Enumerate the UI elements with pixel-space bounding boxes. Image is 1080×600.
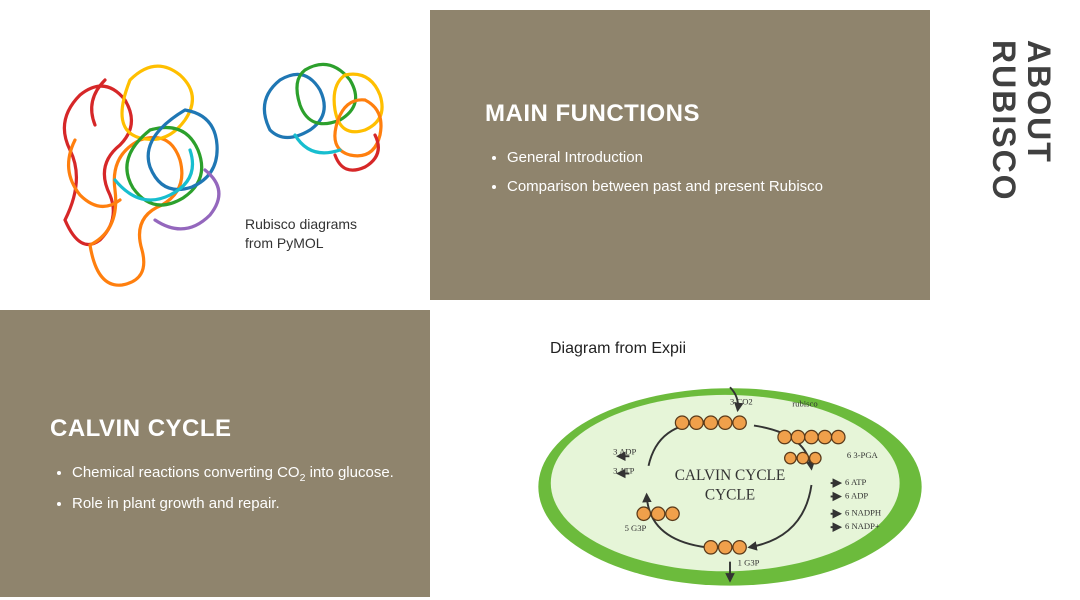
main-functions-heading: MAIN FUNCTIONS [485,100,880,128]
quadrant-top-right: MAIN FUNCTIONS General Introduction Comp… [430,10,930,300]
main-functions-list: General Introduction Comparison between … [485,146,880,199]
quadrant-bottom-left: CALVIN CYCLE Chemical reactions converti… [0,310,430,597]
side-title-line2: RUBISCO [986,40,1022,202]
svg-text:3 CO2: 3 CO2 [730,397,753,407]
quadrant-top-left: Rubisco diagrams from PyMOL [0,0,430,310]
svg-text:rubisco: rubisco [792,398,817,408]
list-item: Comparison between past and present Rubi… [507,175,880,198]
calvin-diagram-caption: Diagram from Expii [550,340,686,358]
slide-root: Rubisco diagrams from PyMOL MAIN FUNCTIO… [0,0,1080,597]
svg-text:6 3-PGA: 6 3-PGA [847,450,879,460]
list-item: Chemical reactions converting CO2 into g… [72,461,400,486]
side-title-line1: ABOUT [1021,40,1057,164]
svg-text:6 NADP+: 6 NADP+ [845,521,880,531]
svg-text:5 G3P: 5 G3P [625,523,647,533]
calvin-center-label: CALVIN CYCLE [675,467,786,484]
quadrant-bottom-right: Diagram from Expii [430,310,1080,597]
side-title: ABOUT RUBISCO [986,40,1056,202]
calvin-cycle-diagram: CALVIN CYCLE CYCLE 3 CO2 rubisco 3 ADP 3 AT… [500,370,960,600]
calvin-cycle-list: Chemical reactions converting CO2 into g… [50,461,400,516]
protein-caption: Rubisco diagrams from PyMOL [245,215,385,253]
svg-text:6 ADP: 6 ADP [845,490,868,500]
svg-text:3 ADP: 3 ADP [613,446,636,456]
svg-text:3 ATP: 3 ATP [613,466,635,476]
calvin-cycle-heading: CALVIN CYCLE [50,415,400,443]
svg-text:6 ATP: 6 ATP [845,477,867,487]
svg-text:CYCLE: CYCLE [705,486,755,503]
list-item: General Introduction [507,146,880,169]
svg-text:1 G3P: 1 G3P [738,558,760,568]
svg-text:6 NADPH: 6 NADPH [845,508,881,518]
list-item: Role in plant growth and repair. [72,492,400,515]
